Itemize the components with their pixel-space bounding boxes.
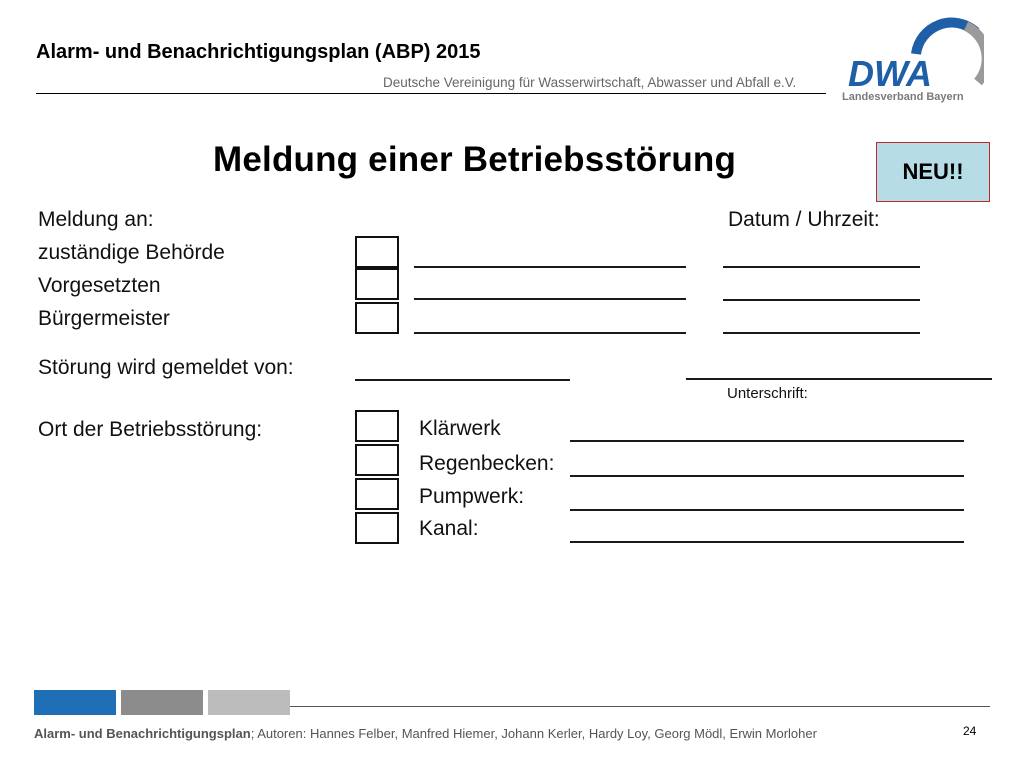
- checkbox-authority[interactable]: [355, 236, 399, 268]
- footer-credits: Alarm- und Benachrichtigungsplan; Autore…: [34, 726, 817, 741]
- recipient-supervisor-line[interactable]: [414, 298, 686, 300]
- location-sewer-line[interactable]: [570, 541, 964, 543]
- checkbox-rain-basin[interactable]: [355, 444, 399, 476]
- location-sewer-label: Kanal:: [419, 517, 479, 540]
- location-treatment-plant-line[interactable]: [570, 440, 964, 442]
- datetime-label: Datum / Uhrzeit:: [728, 208, 880, 231]
- logo-wordmark: DWA: [848, 53, 932, 94]
- page-number: 24: [963, 724, 977, 738]
- recipient-authority-label: zuständige Behörde: [38, 241, 225, 264]
- reported-by-line[interactable]: [355, 379, 570, 381]
- report-to-label: Meldung an:: [38, 208, 154, 231]
- checkbox-mayor[interactable]: [355, 302, 399, 334]
- slide-title: Alarm- und Benachrichtigungsplan (ABP) 2…: [36, 41, 481, 63]
- location-pump-station-line[interactable]: [570, 509, 964, 511]
- header-divider: [36, 93, 826, 94]
- datetime-line-mayor[interactable]: [723, 332, 920, 334]
- new-badge: NEU!!: [876, 142, 990, 202]
- checkbox-treatment-plant[interactable]: [355, 410, 399, 442]
- footer-bar-light-grey: [208, 690, 290, 715]
- datetime-line-supervisor[interactable]: [723, 299, 920, 301]
- signature-label: Unterschrift:: [727, 385, 808, 402]
- footer-bar-dark-grey: [121, 690, 203, 715]
- footer-divider: [290, 706, 990, 707]
- recipient-authority-line[interactable]: [414, 266, 686, 268]
- location-treatment-plant-label: Klärwerk: [419, 417, 501, 440]
- dwa-logo-icon: DWA: [848, 17, 984, 94]
- footer-authors: ; Autoren: Hannes Felber, Manfred Hiemer…: [250, 726, 817, 741]
- datetime-line-authority[interactable]: [723, 266, 920, 268]
- logo-tagline: Landesverband Bayern: [842, 91, 964, 103]
- reported-by-label: Störung wird gemeldet von:: [38, 356, 294, 379]
- footer-bar-blue: [34, 690, 116, 715]
- recipient-mayor-label: Bürgermeister: [38, 307, 170, 330]
- form-heading: Meldung einer Betriebsstörung: [213, 140, 737, 179]
- checkbox-sewer[interactable]: [355, 512, 399, 544]
- organization-subtitle: Deutsche Vereinigung für Wasserwirtschaf…: [383, 75, 797, 90]
- signature-line[interactable]: [686, 378, 992, 380]
- location-label: Ort der Betriebsstörung:: [38, 418, 263, 441]
- footer-plan-title: Alarm- und Benachrichtigungsplan: [34, 726, 251, 741]
- location-pump-station-label: Pumpwerk:: [419, 485, 525, 508]
- location-rain-basin-label: Regenbecken:: [419, 452, 555, 475]
- recipient-supervisor-label: Vorgesetzten: [38, 274, 161, 297]
- recipient-mayor-line[interactable]: [414, 332, 686, 334]
- checkbox-supervisor[interactable]: [355, 268, 399, 300]
- checkbox-pump-station[interactable]: [355, 478, 399, 510]
- location-rain-basin-line[interactable]: [570, 475, 964, 477]
